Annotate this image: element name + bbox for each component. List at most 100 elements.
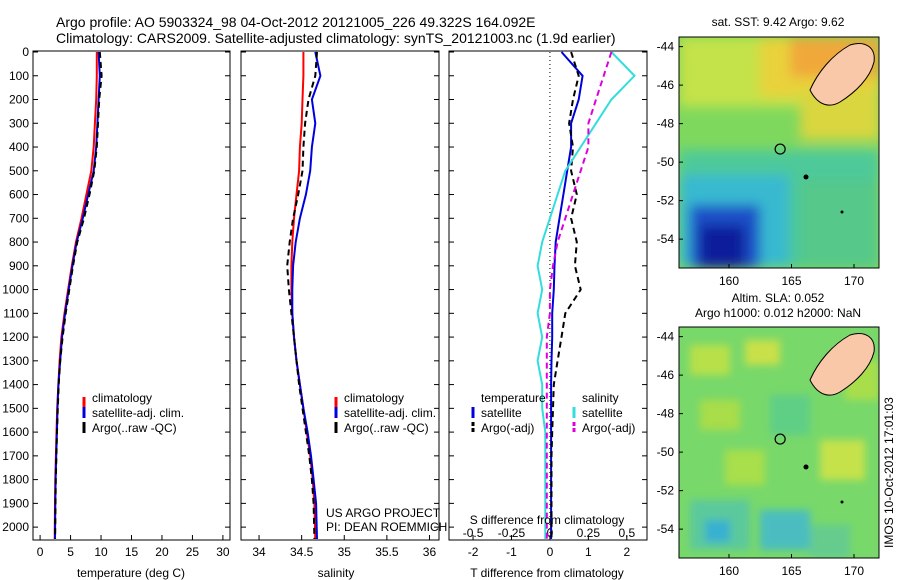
x-tick-label: 5 [67,545,74,559]
salinity-profile-panel: 34 34.5 35 35.5 36 salinity climatology sate… [240,50,447,580]
s-tick-label: -0.5 [463,526,484,540]
legend-label-satellite-adj: satellite-adj. clim. [92,406,184,420]
sst-map-longitude-ticks: 160 165 170 [719,264,864,288]
depth-tick-label: 1300 [2,354,29,368]
legend-label-climatology: climatology [344,391,404,405]
x-tick-label: 34 [252,545,266,559]
lat-tick-label: -48 [657,117,675,131]
depth-tick-label: 100 [9,69,29,83]
figure-title-line2: Climatology: CARS2009. Satellite-adjuste… [56,30,616,46]
t-difference-label: T difference from climatology [470,566,624,580]
legend-title-salinity: salinity [582,391,619,405]
temperature-axis-label: temperature (deg C) [77,566,185,580]
project-annotation: US ARGO PROJECT [326,506,441,520]
depth-tick-label: 1900 [2,496,29,510]
lat-tick-label: -46 [657,78,675,92]
temperature-profile-panel: 0100200300400500600700800900100011001200… [2,45,231,580]
series-line-satellite-adj-clim- [291,51,322,540]
legend-title-temperature: temperature [481,391,546,405]
landmass-south-island [809,43,875,106]
lat-tick-label: -44 [657,330,675,344]
salinity-axes-frame [240,50,440,541]
legend-label-t-satellite: satellite [481,406,522,420]
sst-heatmap-field [679,37,879,268]
sla-map-panel: Altim. SLA: 0.052 Argo h1000: 0.012 h200… [657,291,880,578]
imos-timestamp-watermark: IMOS 10-Oct-2012 17:01:03 [882,397,896,548]
legend-label-argo: Argo(..raw -QC) [92,421,177,435]
depth-tick-label: 1100 [3,306,29,320]
legend-label-t-argo: Argo(-adj) [481,421,534,435]
lon-tick-label: 165 [781,564,801,578]
sla-map-longitude-ticks: 160 165 170 [719,554,864,578]
depth-tick-label: 200 [9,93,29,107]
x-tick-label: 36 [423,545,437,559]
temperature-series-lines [53,51,103,540]
sst-map-panel: sat. SST: 9.42 Argo: 9.62 -44 -46 -48 -50 -5… [657,15,880,288]
lat-tick-label: -52 [657,194,675,208]
x-tick-label: 2 [623,545,630,559]
depth-tick-label: 0 [22,45,29,59]
depth-tick-label: 700 [9,211,29,225]
depth-tick-label: 1200 [2,330,29,344]
s-tick-label: 0.5 [618,526,635,540]
series-line-salinity-argo-adj- [545,51,613,539]
s-tick-label: -0.25 [498,526,526,540]
lat-tick-label: -48 [657,407,675,421]
x-tick-label: 35 [338,545,352,559]
salinity-axis-ticks: 34 34.5 35 35.5 36 [252,535,436,559]
temperature-axis-ticks: 0 5 10 15 20 25 30 [37,535,230,559]
island-marker [803,174,809,180]
difference-axes-frame [448,50,648,541]
depth-tick-label: 1000 [2,283,29,297]
depth-tick-label: 1500 [2,401,29,415]
s-difference-label: S difference from climatology [470,513,625,527]
lon-tick-label: 170 [844,274,864,288]
difference-depth-ticks [449,51,647,528]
salinity-legend: climatology satellite-adj. clim. Argo(..… [334,391,436,435]
depth-axis-ticks: 0 100 200 300 400 500 600 700 800 900 1000 1100 1200… [2,45,230,534]
difference-profile-panel: -2 -1 0 1 2 -0.5 -0.25 0 0.25 0.5 S difference fr… [448,50,648,580]
lon-tick-label: 160 [719,564,739,578]
depth-tick-label: 1800 [2,473,29,487]
x-tick-label: 0 [37,545,44,559]
x-tick-label: -2 [468,545,479,559]
s-tick-label: 0.25 [577,526,601,540]
island-marker [840,500,844,504]
x-tick-label: 0 [547,545,554,559]
figure-title-line1: Argo profile: AO 5903324_98 04-Oct-2012 … [56,14,536,30]
argo-float-location-marker [774,143,786,155]
series-line-temperature-argo-adj- [550,51,582,539]
lat-tick-label: -54 [657,232,675,246]
temperature-legend: climatology satellite-adj. clim. Argo(..… [82,391,184,435]
lat-tick-label: -46 [657,368,675,382]
x-tick-label: 20 [155,545,169,559]
series-line-argo-raw-qc- [286,51,318,540]
x-tick-label: 25 [186,545,200,559]
legend-label-argo: Argo(..raw -QC) [344,421,429,435]
legend-label-s-argo: Argo(-adj) [582,421,635,435]
lat-tick-label: -52 [657,484,675,498]
difference-legend: temperature salinity satellite Argo(-adj… [471,391,635,435]
lon-tick-label: 170 [844,564,864,578]
x-tick-label: 10 [94,545,108,559]
island-marker [840,210,844,214]
legend-label-satellite-adj: satellite-adj. clim. [344,406,436,420]
lat-tick-label: -44 [657,40,675,54]
lon-tick-label: 160 [719,274,739,288]
depth-tick-label: 1400 [2,378,29,392]
salinity-axis-label: salinity [318,566,355,580]
depth-tick-label: 600 [9,188,29,202]
depth-tick-label: 800 [9,235,29,249]
legend-label-climatology: climatology [92,391,152,405]
x-tick-label: 35.5 [375,545,399,559]
x-tick-label: 1 [585,545,592,559]
series-line-argo-raw-qc- [54,51,103,540]
lat-tick-label: -54 [657,522,675,536]
depth-tick-label: 1600 [2,425,29,439]
x-tick-label: 15 [125,545,139,559]
lon-tick-label: 165 [781,274,801,288]
sla-map-title-line2: Argo h1000: 0.012 h2000: NaN [695,306,861,320]
salinity-series-lines [286,51,322,540]
difference-series-lines [536,51,636,539]
